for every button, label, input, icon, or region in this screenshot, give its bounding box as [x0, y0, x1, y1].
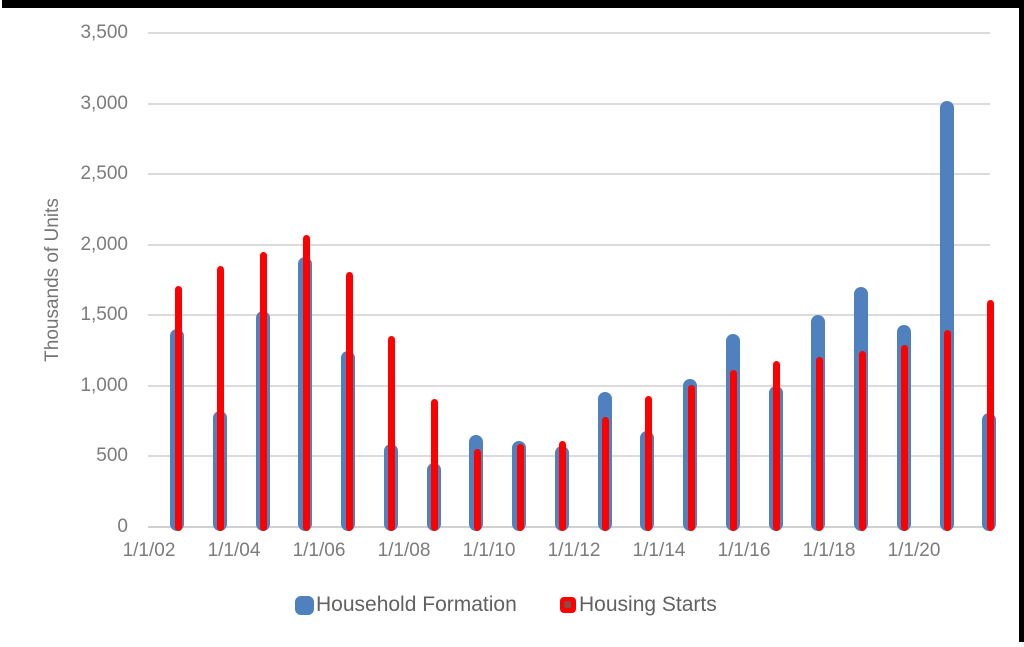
x-tick-label: 1/1/10: [462, 540, 516, 561]
bar-housing-starts-2002: [174, 285, 182, 531]
gridline: [148, 384, 990, 387]
bar-housing-starts-2020: [944, 330, 951, 531]
bar-housing-starts-2005: [302, 234, 310, 531]
bar-housing-starts-2003: [217, 265, 225, 531]
bar-housing-starts-2019: [901, 344, 909, 531]
y-tick-label: 3,000: [80, 92, 128, 114]
gridline: [148, 32, 990, 34]
x-tick-label: 1/1/04: [207, 540, 261, 561]
x-tick-label: 1/1/14: [632, 540, 686, 561]
x-tick-label: 1/1/16: [717, 540, 771, 561]
housing-starts-swatch-inner: [564, 601, 571, 608]
bar-housing-starts-2016: [773, 361, 780, 531]
x-tick-label: 1/1/02: [122, 540, 176, 561]
y-tick-label: 2,000: [80, 233, 128, 255]
bar-housing-starts-2017: [815, 356, 823, 531]
y-axis-title: Thousands of Units: [42, 198, 63, 362]
bar-housing-starts-2018: [858, 350, 866, 531]
legend: Household Formation Housing Starts: [0, 591, 1024, 621]
y-tick-label: 500: [96, 445, 128, 467]
y-tick-label: 3,500: [80, 22, 128, 43]
figure-top-border: [2, 0, 1024, 8]
bar-housing-starts-2015: [730, 370, 738, 531]
gridline: [148, 243, 990, 246]
gridline: [148, 455, 990, 458]
bar-housing-starts-2014: [687, 385, 695, 531]
y-tick-label: 1,000: [80, 374, 128, 396]
bar-housing-starts-2021: [986, 300, 994, 531]
housing-starts-swatch: [560, 597, 576, 613]
legend-label-housing-starts: Housing Starts: [579, 593, 717, 616]
bar-housing-starts-2007: [388, 335, 396, 531]
bar-housing-starts-2008: [431, 399, 438, 531]
legend-item-housing-starts: Housing Starts: [560, 591, 717, 619]
y-tick-label: 0: [117, 516, 128, 537]
gridline: [148, 173, 990, 176]
bar-housing-starts-2010: [516, 443, 524, 531]
x-tick-label: 1/1/12: [547, 540, 601, 561]
bar-housing-starts-2004: [260, 251, 267, 531]
bar-housing-starts-2009: [473, 448, 481, 531]
figure-right-border: [1019, 0, 1024, 642]
legend-item-household-formation: Household Formation: [295, 591, 517, 619]
household-formation-swatch: [295, 595, 314, 615]
bar-housing-starts-2006: [345, 271, 353, 531]
y-tick-label: 1,500: [80, 304, 128, 326]
bar-housing-starts-2012: [602, 416, 609, 531]
gridline: [148, 102, 990, 105]
x-tick-label: 1/1/18: [802, 540, 856, 561]
x-axis-line: [148, 526, 990, 528]
x-tick-label: 1/1/08: [377, 540, 431, 561]
bar-housing-starts-2011: [559, 440, 567, 531]
x-tick-label: 1/1/06: [292, 540, 346, 561]
x-tick-label: 1/1/20: [887, 540, 941, 561]
legend-label-household-formation: Household Formation: [316, 593, 517, 616]
y-tick-label: 2,500: [80, 163, 128, 185]
bar-housing-starts-2013: [644, 396, 652, 531]
gridline: [148, 314, 990, 317]
